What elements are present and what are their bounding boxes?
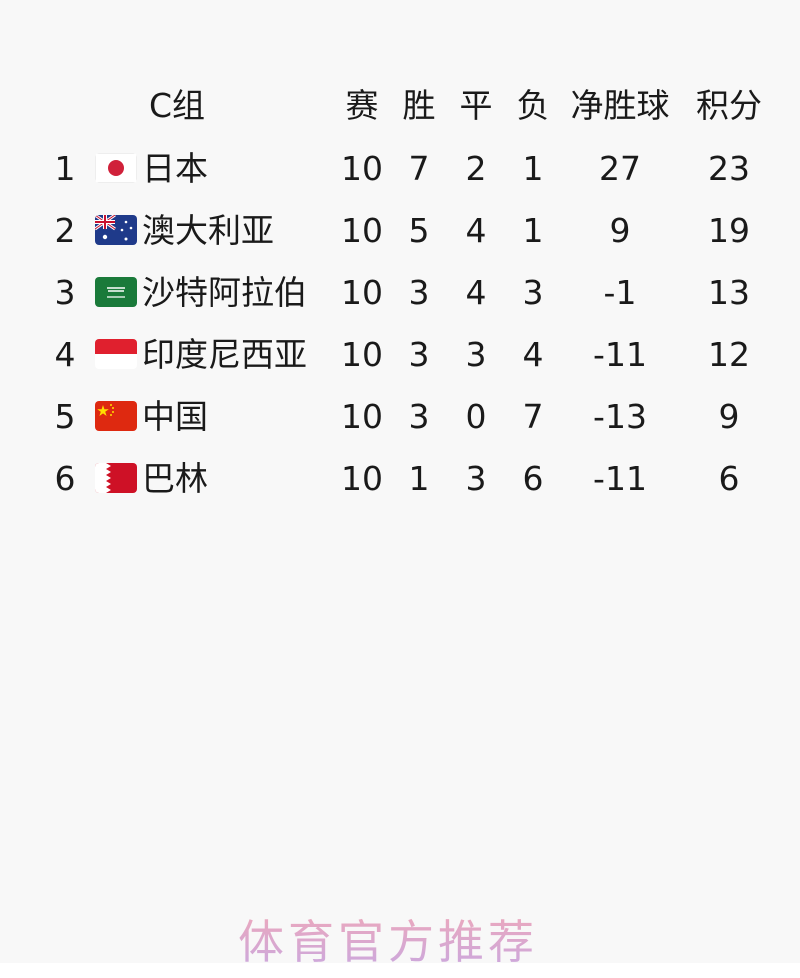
gd-value: -13 [593,397,647,436]
played-value: 10 [341,273,383,312]
gd-value: -11 [593,459,647,498]
china-flag-icon [95,401,137,431]
col-played: 赛 [345,86,379,125]
col-points: 积分 [696,86,762,125]
rank: 5 [54,397,76,436]
played-value: 10 [341,459,383,498]
group-label: C组 [148,86,206,125]
japan-flag-icon [95,153,137,183]
won-value: 3 [408,273,430,312]
rank: 2 [54,211,76,250]
played-value: 10 [341,397,383,436]
gd-value: 27 [599,149,641,188]
rank: 3 [54,273,76,312]
pts-value: 9 [718,397,740,436]
col-goal-diff: 净胜球 [570,86,670,125]
bottom-strip [0,963,800,978]
pts-value: 13 [708,273,750,312]
won-value: 3 [408,397,430,436]
team-name: 日本 [142,149,208,188]
gd-value: 9 [609,211,631,250]
col-won: 胜 [402,86,436,125]
won-value: 5 [408,211,430,250]
col-lost: 负 [516,86,550,125]
team-name: 巴林 [142,459,208,498]
pts-value: 19 [708,211,750,250]
lost-value: 6 [522,459,544,498]
gd-value: -1 [603,273,637,312]
australia-flag-icon [95,215,137,245]
table-row: 2 澳大利亚 10 5 4 1 9 19 [0,200,800,262]
lost-value: 4 [522,335,544,374]
rank: 4 [54,335,76,374]
rank: 1 [54,149,76,188]
table-header: C组 赛 胜 平 负 净胜球 积分 [0,75,800,137]
lost-value: 1 [522,211,544,250]
table-row: 5 中国 10 3 0 7 -13 9 [0,386,800,448]
lost-value: 3 [522,273,544,312]
drawn-value: 4 [465,273,487,312]
won-value: 1 [408,459,430,498]
lost-value: 7 [522,397,544,436]
bahrain-flag-icon [95,463,137,493]
played-value: 10 [341,335,383,374]
pts-value: 23 [708,149,750,188]
gd-value: -11 [593,335,647,374]
watermark: 体育官方推荐 [238,906,538,972]
table-row: 6 巴林 10 1 3 6 -11 6 [0,448,800,510]
won-value: 3 [408,335,430,374]
drawn-value: 2 [465,149,487,188]
team-name: 中国 [142,397,208,436]
indonesia-flag-icon [95,339,137,369]
rank: 6 [54,459,76,498]
col-drawn: 平 [459,86,493,125]
saudi-arabia-flag-icon [95,277,137,307]
played-value: 10 [341,211,383,250]
team-name: 澳大利亚 [142,211,274,250]
team-name: 沙特阿拉伯 [142,273,307,312]
drawn-value: 4 [465,211,487,250]
lost-value: 1 [522,149,544,188]
pts-value: 12 [708,335,750,374]
played-value: 10 [341,149,383,188]
team-name: 印度尼西亚 [142,335,307,374]
table-row: 1 日本 10 7 2 1 27 23 [0,138,800,200]
drawn-value: 0 [465,397,487,436]
drawn-value: 3 [465,459,487,498]
won-value: 7 [408,149,430,188]
drawn-value: 3 [465,335,487,374]
table-row: 3 沙特阿拉伯 10 3 4 3 -1 13 [0,262,800,324]
table-row: 4 印度尼西亚 10 3 3 4 -11 12 [0,324,800,386]
pts-value: 6 [718,459,740,498]
